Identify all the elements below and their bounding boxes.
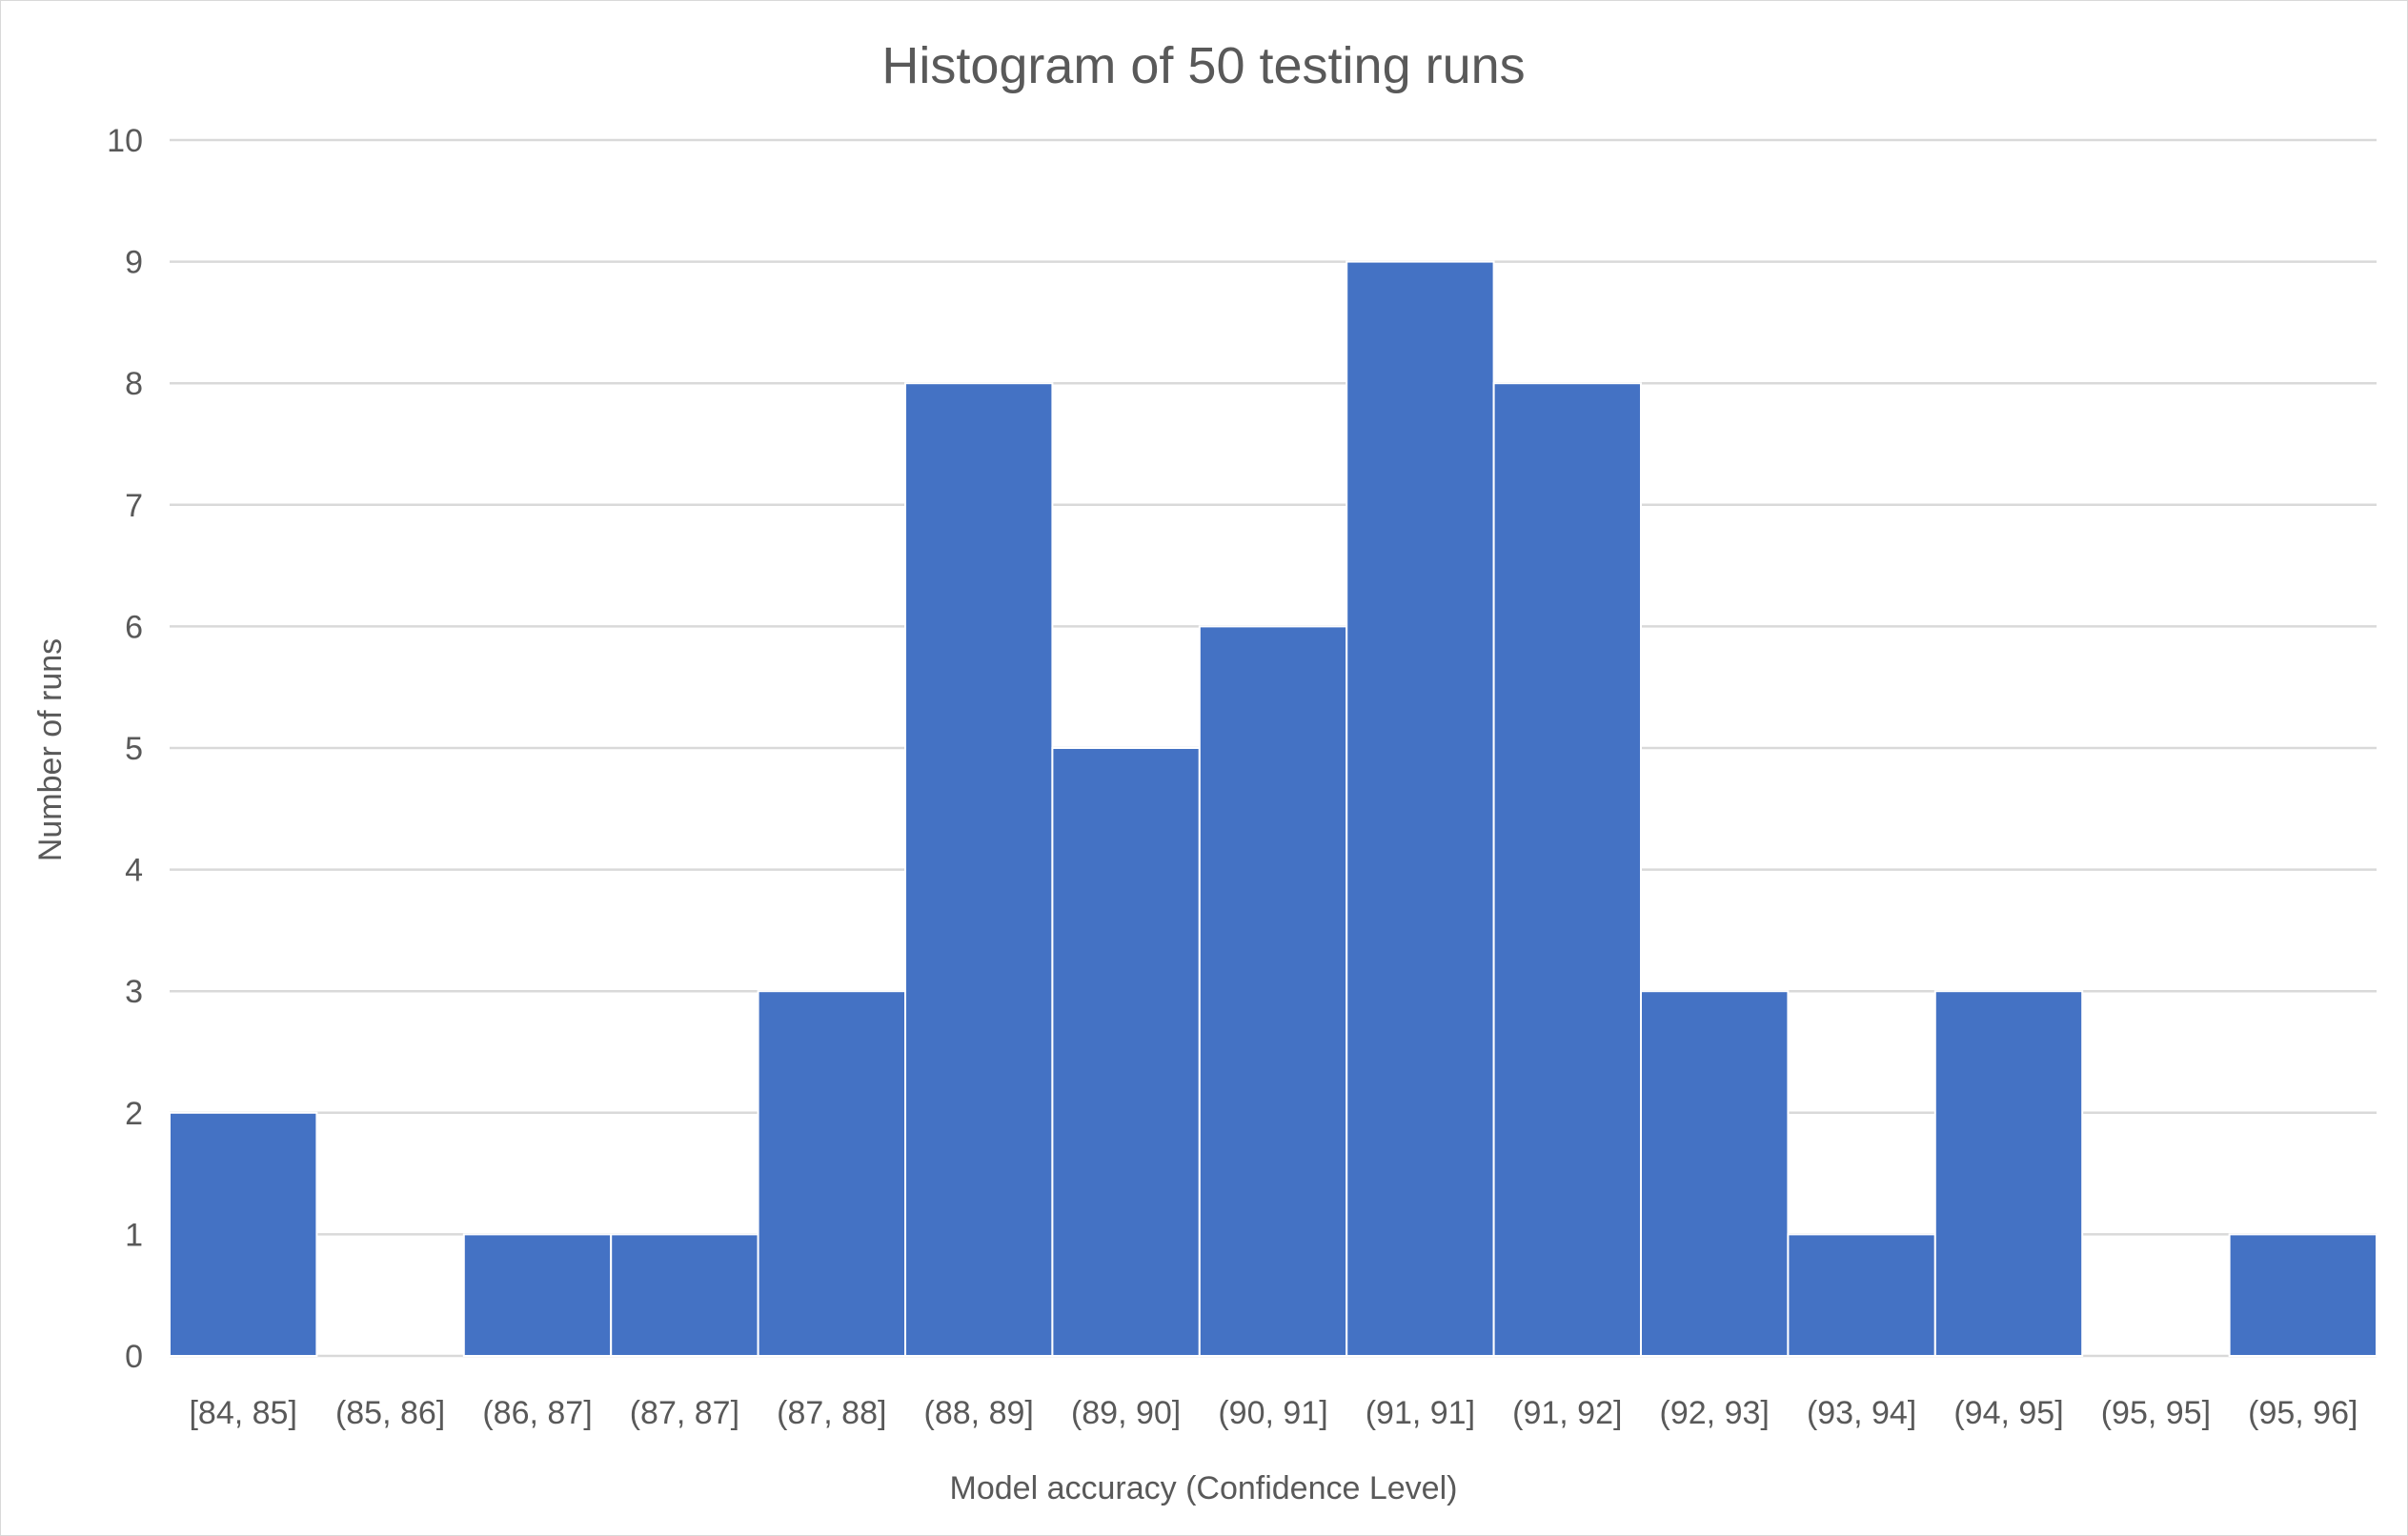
y-tick-label: 3 <box>125 974 143 1010</box>
y-tick-label: 7 <box>125 488 143 524</box>
histogram-bar <box>1640 990 1790 1357</box>
x-tick-label: (88, 89] <box>924 1395 1034 1431</box>
x-tick-label: (92, 93] <box>1660 1395 1770 1431</box>
y-tick-label: 4 <box>125 853 143 889</box>
x-tick-label: (87, 87] <box>630 1395 739 1431</box>
histogram-bar <box>1346 260 1495 1358</box>
x-tick-label: (89, 90] <box>1071 1395 1181 1431</box>
y-axis-label: Number of runs <box>32 638 69 861</box>
x-tick-label: (95, 95] <box>2101 1395 2211 1431</box>
x-tick-label: [84, 85] <box>189 1395 296 1431</box>
x-tick-label: (86, 87] <box>482 1395 592 1431</box>
x-tick-label: (90, 91] <box>1218 1395 1327 1431</box>
y-tick-label: 6 <box>125 609 143 645</box>
x-tick-label: (95, 96] <box>2248 1395 2357 1431</box>
x-tick-label: (91, 91] <box>1366 1395 1475 1431</box>
y-tick-label: 9 <box>125 245 143 281</box>
y-tick-label: 10 <box>107 123 143 159</box>
x-axis-ticks: [84, 85] (85, 86] (86, 87] (87, 87] (87, 88]… <box>189 1395 2357 1431</box>
x-tick-label: (87, 88] <box>777 1395 886 1431</box>
histogram-bar <box>1787 1233 1936 1358</box>
chart-title: Histogram of 50 testing runs <box>881 37 1525 94</box>
x-tick-label: (91, 92] <box>1512 1395 1622 1431</box>
y-tick-label: 5 <box>125 731 143 767</box>
x-tick-label: (85, 86] <box>335 1395 445 1431</box>
histogram-bar <box>1492 382 1642 1357</box>
histogram-bar <box>1933 990 2084 1357</box>
x-tick-label: (93, 94] <box>1807 1395 1916 1431</box>
y-tick-label: 8 <box>125 366 143 402</box>
histogram-bar <box>757 990 906 1357</box>
histogram-bar <box>462 1233 613 1358</box>
histogram-bar <box>904 382 1054 1357</box>
x-tick-label: (94, 95] <box>1953 1395 2063 1431</box>
histogram-bar <box>610 1233 759 1358</box>
y-tick-label: 2 <box>125 1096 143 1132</box>
y-tick-label: 1 <box>125 1217 143 1253</box>
histogram-bar <box>2228 1233 2378 1358</box>
histogram-bar <box>1051 747 1201 1357</box>
y-axis-ticks: 0 1 2 3 4 5 6 7 8 9 10 <box>107 123 143 1375</box>
x-axis-label: Model accuracy (Confidence Level) <box>950 1470 1458 1506</box>
histogram-bar <box>1198 625 1348 1357</box>
histogram-bar <box>169 1111 318 1358</box>
y-tick-label: 0 <box>125 1339 143 1375</box>
bars <box>169 260 2378 1358</box>
